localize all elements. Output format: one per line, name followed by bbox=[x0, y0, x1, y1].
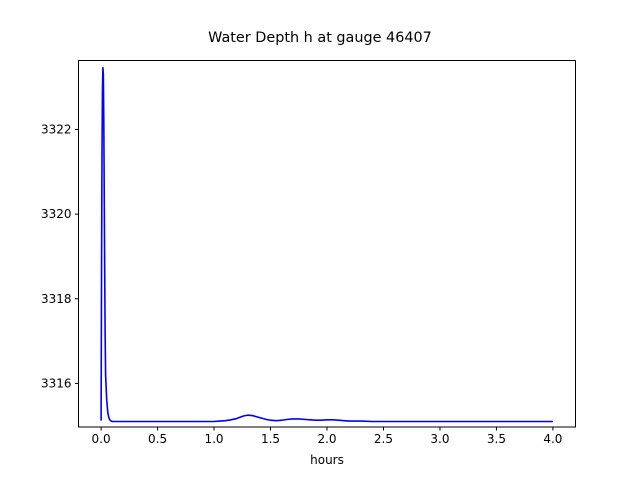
page-title: Water Depth h at gauge 46407 bbox=[208, 30, 432, 46]
y-tick-label: 3318 bbox=[41, 292, 72, 306]
y-axis-ticks: 3316 3318 3320 3322 bbox=[41, 122, 79, 390]
data-series-group bbox=[100, 66, 553, 423]
x-tick-label: 2.5 bbox=[374, 432, 393, 446]
axes-frame bbox=[78, 60, 576, 428]
x-tick-label: 1.0 bbox=[204, 432, 223, 446]
x-tick-label: 4.0 bbox=[543, 432, 562, 446]
x-axis-label: hours bbox=[310, 453, 344, 467]
y-tick-label: 3316 bbox=[41, 376, 72, 390]
x-tick-label: 3.5 bbox=[487, 432, 506, 446]
y-tick-label: 3320 bbox=[41, 207, 72, 221]
x-tick-label: 2.0 bbox=[317, 432, 336, 446]
x-tick-label: 3.0 bbox=[430, 432, 449, 446]
x-tick-label: 1.5 bbox=[261, 432, 280, 446]
data-line-h bbox=[100, 66, 553, 423]
x-tick-label: 0.5 bbox=[148, 432, 167, 446]
x-tick-label: 0.0 bbox=[92, 432, 111, 446]
y-tick-label: 3322 bbox=[41, 122, 72, 136]
x-axis-ticks: 0.0 0.5 1.0 1.5 2.0 2.5 3.0 3.5 4.0 bbox=[92, 427, 562, 446]
